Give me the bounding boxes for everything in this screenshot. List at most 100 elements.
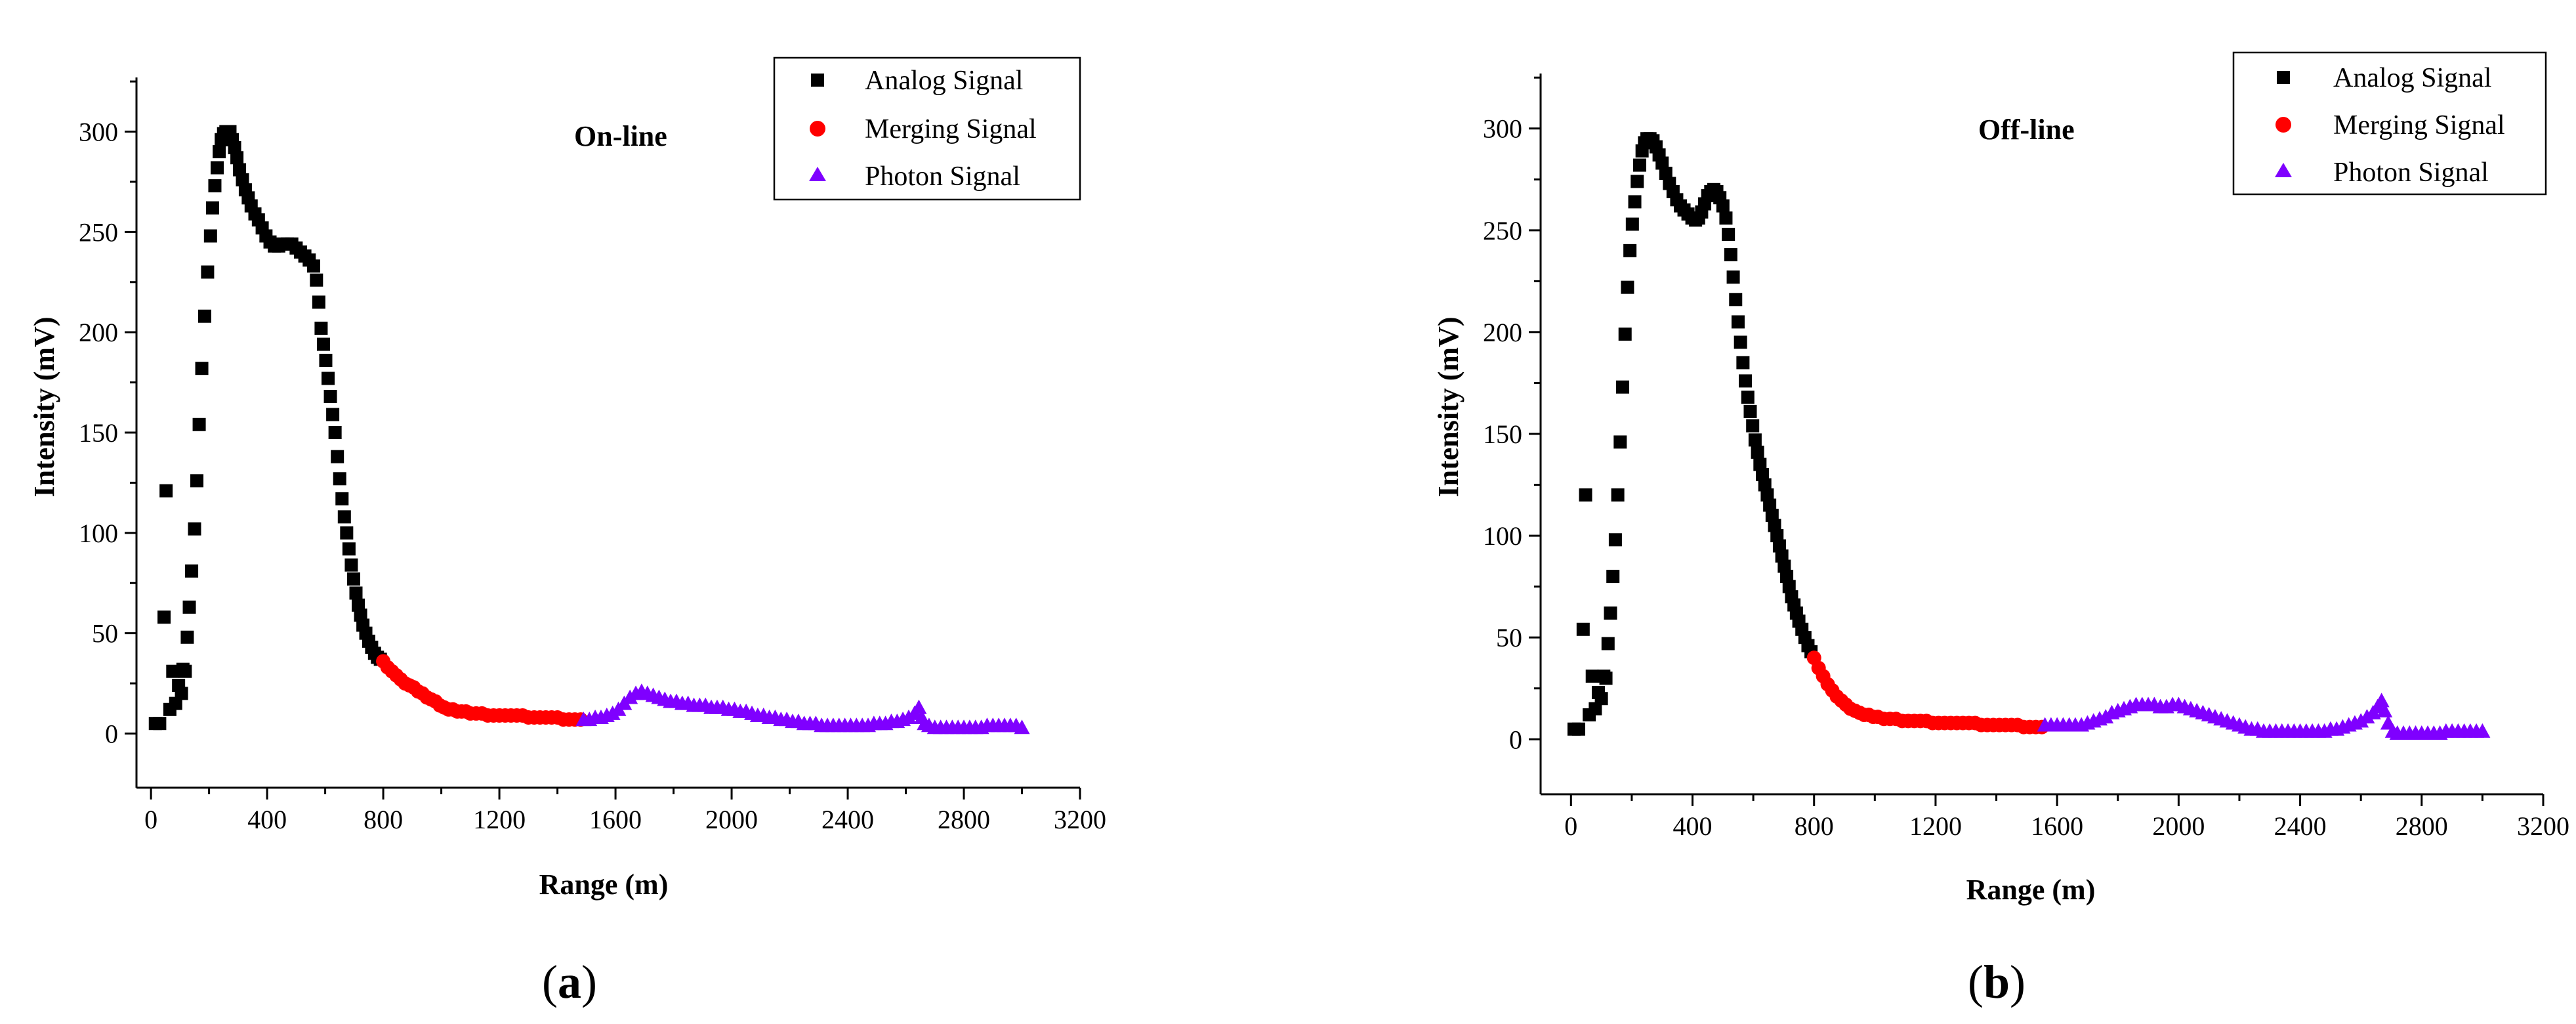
point-analog-signal-b bbox=[1599, 672, 1613, 685]
point-analog-signal-a bbox=[157, 610, 171, 624]
x-tick-label-a: 400 bbox=[247, 805, 287, 834]
y-tick-label-a: 200 bbox=[79, 318, 118, 347]
point-analog-signal-a bbox=[190, 474, 204, 488]
x-tick-label-b: 3200 bbox=[2517, 811, 2569, 841]
legend-marker-analog-b bbox=[2277, 71, 2290, 84]
point-analog-signal-b bbox=[1632, 158, 1646, 172]
legend-label-photon-a: Photon Signal bbox=[865, 161, 1020, 192]
point-analog-signal-b bbox=[1625, 217, 1639, 231]
point-analog-signal-a bbox=[314, 322, 328, 335]
point-analog-signal-b bbox=[1765, 509, 1779, 523]
point-analog-signal-b bbox=[1731, 315, 1745, 329]
point-analog-signal-b bbox=[1579, 488, 1592, 502]
y-tick-label-b: 100 bbox=[1483, 521, 1522, 551]
point-analog-signal-b bbox=[1768, 519, 1781, 532]
y-tick-label-a: 100 bbox=[79, 519, 118, 548]
point-analog-signal-b bbox=[1782, 580, 1796, 593]
caption-a: (a) bbox=[542, 956, 597, 1008]
y-tick-label-b: 0 bbox=[1509, 725, 1522, 754]
chart-panel-b: 0 400 800 1200 1600 2000 2400 2800 3200 0 50 100 150… bbox=[1432, 51, 2569, 1008]
point-analog-signal-a bbox=[344, 558, 358, 572]
point-analog-signal-a bbox=[233, 163, 247, 177]
y-tick-label-b: 250 bbox=[1483, 216, 1522, 245]
point-analog-signal-a bbox=[322, 372, 335, 385]
y-axis-title-b: Intensity (mV) bbox=[1432, 317, 1465, 498]
x-tick-label-a: 2000 bbox=[705, 805, 758, 834]
legend-b: Analog Signal Merging Signal Photon Sign… bbox=[2232, 51, 2547, 196]
point-analog-signal-a bbox=[188, 522, 201, 536]
y-tick-label-a: 250 bbox=[79, 217, 118, 247]
point-analog-signal-a bbox=[180, 630, 194, 644]
legend-a: Analog Signal Merging Signal Photon Sign… bbox=[773, 56, 1081, 201]
point-analog-signal-b bbox=[1772, 539, 1786, 553]
point-analog-signal-b bbox=[1623, 244, 1637, 257]
point-analog-signal-b bbox=[1729, 293, 1743, 307]
y-tick-label-a: 150 bbox=[79, 418, 118, 448]
data-marks-b bbox=[1567, 132, 2491, 740]
point-analog-signal-b bbox=[1618, 328, 1632, 341]
point-analog-signal-a bbox=[185, 564, 199, 578]
x-tick-label-b: 2400 bbox=[2274, 811, 2327, 841]
point-analog-signal-b bbox=[1611, 488, 1625, 502]
point-analog-signal-b bbox=[1601, 637, 1615, 651]
point-analog-signal-b bbox=[1604, 606, 1617, 620]
point-analog-signal-b bbox=[1606, 570, 1620, 584]
ticks-b: 0 400 800 1200 1600 2000 2400 2800 3200 0 50 100 150… bbox=[1483, 76, 2569, 841]
point-photon-signal-a bbox=[1014, 719, 1030, 735]
point-photon-signal-b bbox=[2377, 702, 2393, 717]
point-photon-signal-b bbox=[2474, 723, 2491, 738]
x-tick-label-a: 3200 bbox=[1054, 805, 1106, 834]
point-analog-signal-b bbox=[1743, 404, 1757, 418]
point-analog-signal-a bbox=[205, 201, 219, 215]
caption-a-open: ( bbox=[542, 956, 558, 1008]
y-tick-label-a: 0 bbox=[105, 719, 118, 748]
point-analog-signal-a bbox=[169, 696, 182, 710]
chart-panel-a: 0 400 800 1200 1600 2000 2400 2800 3200 0 50 100 150… bbox=[28, 56, 1106, 1008]
point-analog-signal-b bbox=[1739, 374, 1753, 388]
point-analog-signal-a bbox=[316, 337, 330, 351]
legend-label-photon-b: Photon Signal bbox=[2333, 158, 2489, 188]
legend-marker-merging-a bbox=[810, 121, 825, 137]
point-analog-signal-b bbox=[1631, 175, 1644, 188]
point-analog-signal-b bbox=[1780, 570, 1794, 584]
point-analog-signal-b bbox=[1724, 248, 1737, 262]
point-analog-signal-b bbox=[1748, 433, 1762, 447]
point-analog-signal-a bbox=[310, 273, 323, 287]
point-analog-signal-a bbox=[228, 140, 241, 154]
point-analog-signal-b bbox=[1726, 270, 1740, 284]
point-analog-signal-b bbox=[1775, 549, 1789, 563]
point-analog-signal-a bbox=[197, 309, 211, 323]
caption-b-open: ( bbox=[1968, 956, 1984, 1008]
point-analog-signal-b bbox=[1770, 529, 1784, 543]
caption-b-close: ) bbox=[2010, 956, 2025, 1008]
point-analog-signal-a bbox=[175, 687, 188, 700]
point-analog-signal-a bbox=[323, 389, 337, 403]
point-analog-signal-a bbox=[328, 426, 342, 439]
point-analog-signal-b bbox=[1616, 380, 1630, 394]
point-analog-signal-a bbox=[182, 600, 196, 614]
x-tick-label-a: 800 bbox=[364, 805, 403, 834]
annotation-offline: Off-line bbox=[1978, 114, 2075, 146]
point-analog-signal-b bbox=[1576, 622, 1590, 636]
point-analog-signal-b bbox=[1734, 335, 1747, 349]
y-tick-label-a: 50 bbox=[92, 619, 118, 649]
point-analog-signal-b bbox=[1613, 435, 1627, 449]
point-analog-signal-a bbox=[354, 608, 367, 622]
point-analog-signal-a bbox=[236, 173, 249, 186]
point-analog-signal-a bbox=[213, 145, 226, 159]
point-analog-signal-a bbox=[153, 717, 167, 731]
point-analog-signal-a bbox=[166, 664, 180, 678]
point-analog-signal-a bbox=[335, 492, 349, 505]
point-analog-signal-b bbox=[1594, 692, 1608, 706]
caption-a-letter: a bbox=[558, 956, 581, 1008]
y-axis-title-a: Intensity (mV) bbox=[28, 317, 60, 498]
point-analog-signal-b bbox=[1585, 670, 1599, 683]
point-analog-signal-a bbox=[230, 151, 244, 165]
point-analog-signal-b bbox=[1756, 468, 1770, 482]
x-tick-label-b: 800 bbox=[1795, 811, 1834, 841]
x-tick-label-a: 1200 bbox=[473, 805, 526, 834]
x-tick-label-b: 0 bbox=[1564, 811, 1577, 841]
legend-marker-photon-b bbox=[2275, 163, 2292, 177]
point-analog-signal-a bbox=[195, 362, 209, 375]
